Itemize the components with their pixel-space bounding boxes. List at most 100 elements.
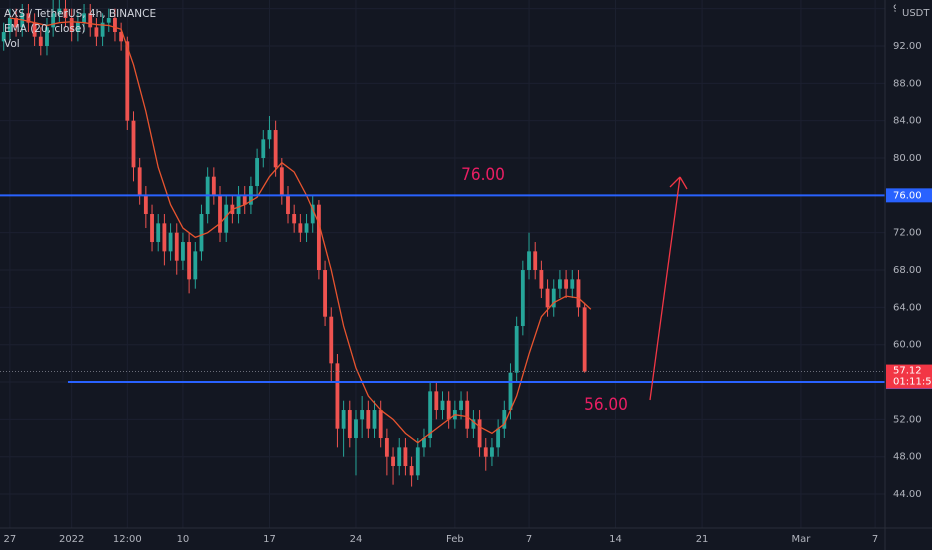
candle-body xyxy=(261,139,266,159)
indicator-label: Vol xyxy=(4,38,20,50)
y-tick-label: 64.00 xyxy=(893,302,922,313)
candle-body xyxy=(360,410,365,420)
candle-body xyxy=(564,279,569,289)
candle-body xyxy=(490,447,494,457)
candle-body xyxy=(434,391,439,411)
candle-body xyxy=(335,363,340,429)
candle-body xyxy=(304,223,309,233)
candle-body xyxy=(483,447,488,457)
candle-body xyxy=(211,176,216,196)
candle-body xyxy=(150,214,154,243)
candle-body xyxy=(236,195,241,215)
y-tick-label: 52.00 xyxy=(893,414,922,425)
y-tick-label: 88.00 xyxy=(893,78,922,89)
candle-body xyxy=(551,288,556,308)
candle-body xyxy=(471,419,476,429)
candle-body xyxy=(131,120,136,168)
candle-body xyxy=(162,223,167,252)
y-tick-label: 68.00 xyxy=(893,265,922,276)
arrow xyxy=(649,176,688,401)
candle-body xyxy=(174,232,179,261)
candle-body xyxy=(354,419,358,439)
candle-body xyxy=(26,13,31,23)
candle-body xyxy=(527,251,531,271)
candle-body xyxy=(316,204,321,271)
candle-body xyxy=(100,22,105,37)
candle-body xyxy=(168,232,173,252)
candle-body xyxy=(502,410,507,429)
indicator-label: EMA (20, close) xyxy=(4,23,86,35)
candle-body xyxy=(137,167,142,196)
candle-body xyxy=(465,400,470,429)
candle-body xyxy=(242,195,247,205)
candle-body xyxy=(38,36,43,47)
candle-body xyxy=(279,167,284,196)
candle-body xyxy=(88,13,93,28)
candle-body xyxy=(187,242,192,280)
candle-body xyxy=(45,27,49,47)
candle-body xyxy=(366,410,371,429)
candle-body xyxy=(378,410,383,439)
candle-body xyxy=(446,400,451,420)
candle-body xyxy=(267,130,272,140)
x-tick-label: 17 xyxy=(263,534,276,545)
y-tick-label: 48.00 xyxy=(893,452,922,463)
candle-body xyxy=(119,32,124,42)
annotation: 56.00 xyxy=(584,395,628,415)
level-label: 76.00 xyxy=(893,190,922,201)
x-tick-label: Mar xyxy=(792,534,812,545)
candle-body xyxy=(51,13,56,28)
x-tick-label: 27 xyxy=(4,534,17,545)
candle-body xyxy=(347,410,352,439)
candle-body xyxy=(143,195,148,215)
y-tick-label: 80.00 xyxy=(893,153,922,164)
candle-body xyxy=(1,32,6,42)
countdown: 01:11:52 xyxy=(893,377,932,388)
ema-line xyxy=(9,17,592,444)
candle-body xyxy=(415,447,420,476)
candle-body xyxy=(508,372,513,411)
candle-body xyxy=(477,419,482,448)
x-tick-label: 24 xyxy=(350,534,363,545)
candle-body xyxy=(57,8,62,14)
candle-body xyxy=(286,195,290,215)
candle-body xyxy=(125,41,130,121)
candle-body xyxy=(409,466,414,476)
candle-body xyxy=(181,242,185,261)
y-tick-label: 92.00 xyxy=(893,41,922,52)
candle-body xyxy=(496,428,501,448)
candle-body xyxy=(545,288,550,308)
candle-body xyxy=(63,8,68,19)
currency-box xyxy=(896,4,930,20)
y-tick-label: 84.00 xyxy=(893,116,922,127)
last-price-label: 57.12 xyxy=(893,366,922,377)
candle-body xyxy=(94,27,99,37)
candle-body xyxy=(422,438,426,448)
candle-body xyxy=(576,279,581,308)
x-tick-label: 10 xyxy=(177,534,190,545)
y-tick-label: 72.00 xyxy=(893,228,922,239)
x-tick-label: 21 xyxy=(696,534,709,545)
x-tick-label: 14 xyxy=(609,534,622,545)
y-tick-label: 60.00 xyxy=(893,340,922,351)
last-price-box xyxy=(886,364,932,389)
currency: USDT xyxy=(902,8,930,19)
candle-body xyxy=(255,158,260,187)
candle-body xyxy=(224,204,229,233)
candle-body xyxy=(193,251,198,280)
candle-body xyxy=(156,223,161,243)
y-tick-label: 44.00 xyxy=(893,489,922,500)
candle-body xyxy=(7,18,12,33)
candle-body xyxy=(32,22,37,37)
candle-body xyxy=(310,204,315,224)
x-tick-label: 7 xyxy=(526,534,532,545)
candle-body xyxy=(372,410,377,429)
x-tick-label: Feb xyxy=(446,534,464,545)
axes: 44.00 48.00 52.00 56.00 60.00 64.00 68.00 72.00… xyxy=(4,4,932,545)
x-tick-label: 2022 xyxy=(59,534,84,545)
candle-body xyxy=(520,270,525,327)
candle-body xyxy=(199,214,204,252)
candle-body xyxy=(391,456,395,467)
